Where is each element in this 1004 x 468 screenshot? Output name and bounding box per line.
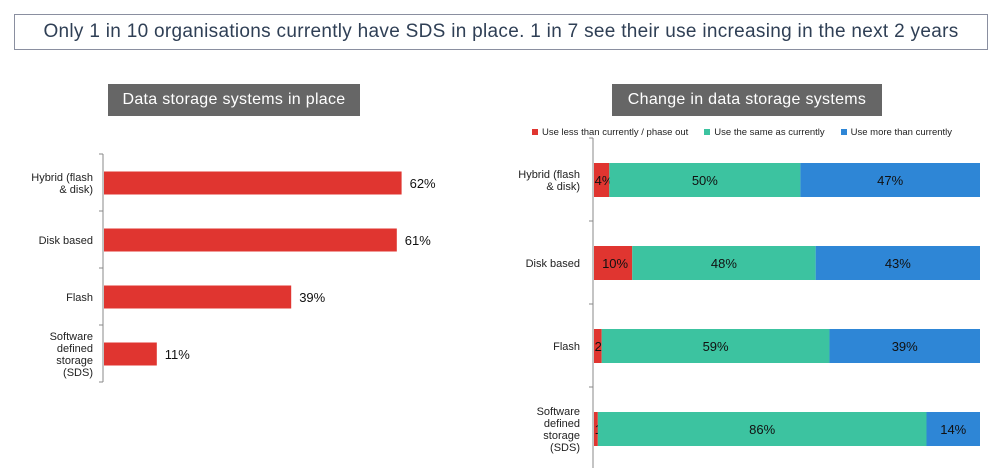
- right-seg-value-1-1: 48%: [711, 256, 737, 271]
- right-seg-1-1: [632, 246, 816, 280]
- left-bar-value-1: 61%: [405, 233, 431, 248]
- legend-swatch-less: [532, 129, 538, 135]
- right-category-label-0-line: & disk): [546, 181, 580, 193]
- left-category-label-2: Flash: [66, 292, 93, 304]
- right-seg-value-2-2: 39%: [892, 339, 918, 354]
- left-category-label-3-line: (SDS): [63, 367, 93, 379]
- left-bar-value-2: 39%: [299, 290, 325, 305]
- right-seg-3-1: [597, 412, 927, 446]
- right-category-label-3-line: (SDS): [550, 442, 580, 454]
- legend-swatch-more: [840, 129, 847, 135]
- left-category-label-0: Hybrid (flash & disk): [31, 172, 93, 196]
- right-seg-0-1: [609, 163, 801, 197]
- right-category-label-3: Software defined storage (SDS): [537, 406, 580, 454]
- right-seg-0-0: [594, 163, 610, 197]
- right-seg-value-3-2: 14%: [940, 422, 966, 437]
- left-bar-value-3: 11%: [165, 347, 190, 362]
- legend-label-less: Use less than currently / phase out: [542, 126, 689, 138]
- right-category-label-2-line: Flash: [553, 341, 580, 353]
- right-category-label-3-line: Software: [537, 406, 580, 418]
- right-category-label-1: Disk based: [526, 258, 580, 270]
- left-category-label-3-line: defined: [57, 343, 93, 355]
- left-category-label-3: Software defined storage (SDS): [50, 331, 93, 379]
- right-seg-1-2: [815, 246, 980, 280]
- legend-label-more: Use more than currently: [850, 126, 953, 138]
- left-bar-2: [104, 285, 292, 309]
- headline: Only 1 in 10 organisations currently hav…: [14, 14, 988, 50]
- right-seg-2-1: [601, 329, 830, 363]
- chart-title-in-place: Data storage systems in place: [108, 84, 360, 116]
- chart-title-change: Change in data storage systems: [612, 84, 882, 116]
- right-category-label-0-line: Hybrid (flash: [518, 169, 580, 181]
- left-bar-3: [104, 342, 157, 366]
- left-category-label-0-line: Hybrid (flash: [31, 172, 93, 184]
- right-category-label-0: Hybrid (flash & disk): [518, 169, 580, 193]
- right-seg-value-3-1: 86%: [749, 422, 775, 437]
- left-bar-chart: 62% Hybrid (flash & disk) 61% Disk based 39% F…: [31, 153, 436, 383]
- legend-item-more: Use more than currently: [840, 126, 953, 138]
- legend: Use less than currently / phase out Use …: [532, 124, 992, 140]
- right-seg-3-0: [594, 412, 598, 446]
- right-category-label-1-line: Disk based: [526, 258, 580, 270]
- right-seg-value-0-0: 4%: [595, 173, 614, 188]
- legend-item-less: Use less than currently / phase out: [532, 127, 688, 138]
- right-category-label-3-line: defined: [544, 418, 580, 430]
- right-seg-value-0-2: 47%: [877, 173, 903, 188]
- left-category-label-1-line: Disk based: [39, 235, 93, 247]
- legend-label-same: Use the same as currently: [714, 126, 825, 138]
- right-seg-2-2: [829, 329, 980, 363]
- left-bar-value-0: 62%: [410, 176, 436, 191]
- right-seg-value-2-1: 59%: [703, 339, 729, 354]
- left-category-label-3-line: storage: [56, 355, 93, 367]
- left-category-label-0-line: & disk): [59, 184, 93, 196]
- left-category-label-1: Disk based: [39, 235, 93, 247]
- left-category-label-3-line: Software: [50, 331, 93, 343]
- right-category-label-2: Flash: [553, 341, 580, 353]
- left-bar-0: [104, 171, 402, 195]
- right-seg-3-2: [926, 412, 980, 446]
- left-category-label-2-line: Flash: [66, 292, 93, 304]
- right-category-label-3-line: storage: [543, 430, 580, 442]
- right-seg-0-2: [800, 163, 980, 197]
- right-stacked-chart: 4% 50% 47% Hybrid (flash & disk) 10% 48% 43% Dis…: [518, 137, 980, 468]
- right-seg-value-1-2: 43%: [885, 256, 911, 271]
- legend-item-same: Use the same as currently: [704, 126, 825, 138]
- legend-swatch-same: [704, 129, 711, 135]
- left-bar-1: [104, 228, 397, 252]
- right-seg-value-1-0: 10%: [602, 256, 628, 271]
- right-seg-value-0-1: 50%: [692, 173, 718, 188]
- right-seg-2-0: [594, 329, 602, 363]
- right-seg-1-0: [594, 246, 633, 280]
